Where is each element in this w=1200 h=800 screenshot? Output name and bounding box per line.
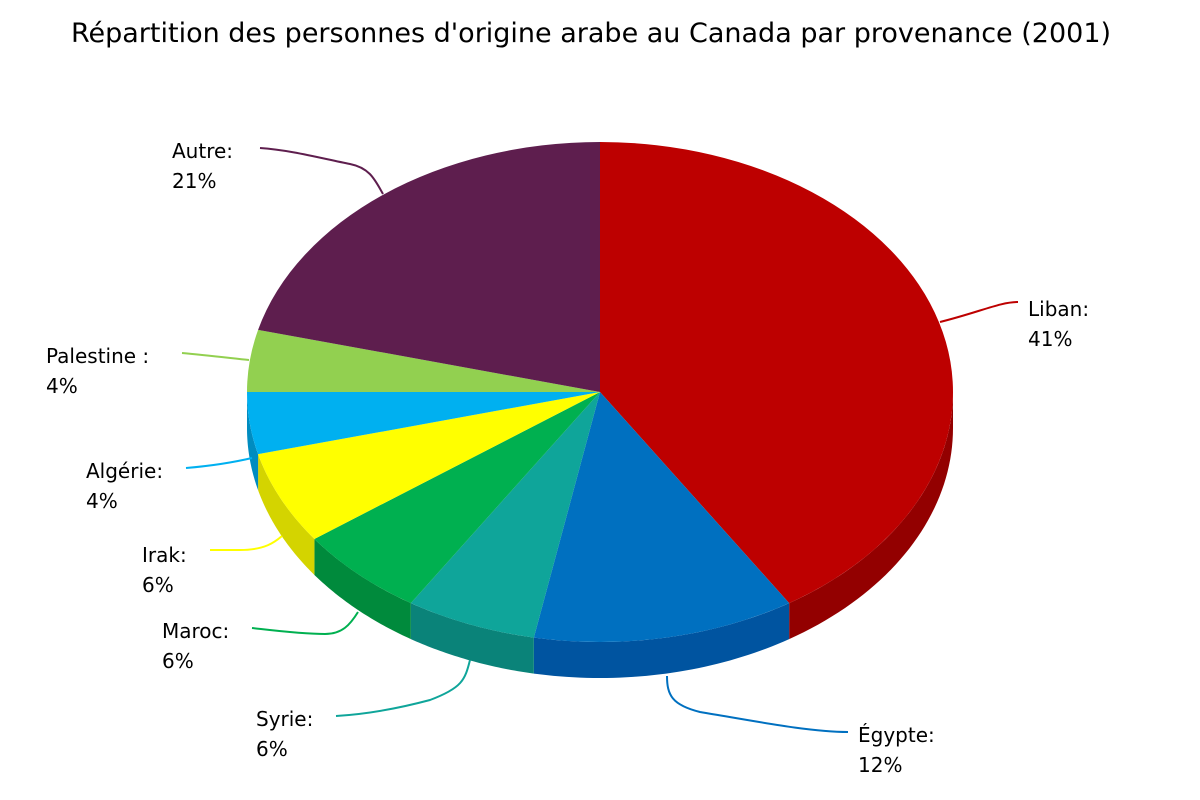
slice-value-palestine: 4%: [46, 374, 78, 398]
pie-side-irak: [258, 454, 315, 575]
pie-slice-palestine: [247, 329, 600, 392]
slice-label-liban: Liban:: [1028, 297, 1089, 321]
pie-side-algerie: [247, 392, 259, 491]
pie-side-egypte: [533, 603, 790, 678]
leader-line-autre: [259, 147, 384, 195]
slice-value-maroc: 6%: [162, 649, 194, 673]
pie-tops: [247, 142, 953, 642]
slice-labels: Liban: 41% Égypte: 12% Syrie: 6% Maroc: 6% Irak:…: [46, 139, 1089, 777]
pie-side-maroc: [314, 538, 411, 640]
pie-slice-liban: [600, 142, 953, 604]
slice-label-syrie: Syrie:: [256, 707, 313, 731]
slice-value-syrie: 6%: [256, 737, 288, 761]
pie-slice-irak: [258, 392, 600, 539]
slice-label-algerie: Algérie:: [86, 459, 163, 483]
pie-side-liban: [789, 392, 953, 640]
leader-line-syrie: [335, 659, 471, 717]
leader-lines: [181, 147, 1019, 733]
pie-side-syrie: [410, 603, 534, 674]
slice-label-palestine: Palestine :: [46, 344, 149, 368]
slice-label-irak: Irak:: [142, 543, 187, 567]
pie-slice-autre: [258, 142, 600, 392]
slice-value-irak: 6%: [142, 573, 174, 597]
leader-line-palestine: [181, 352, 250, 361]
slice-label-autre: Autre:: [172, 139, 233, 163]
leader-line-algerie: [185, 457, 253, 469]
slice-label-egypte: Égypte:: [858, 723, 935, 747]
leader-line-maroc: [251, 611, 359, 636]
slice-value-algerie: 4%: [86, 489, 118, 513]
slice-value-autre: 21%: [172, 169, 216, 193]
leader-line-liban: [939, 301, 1019, 323]
leader-line-irak: [210, 535, 283, 551]
pie-slice-maroc: [314, 392, 600, 604]
pie-slice-egypte: [533, 392, 790, 642]
chart-title: Répartition des personnes d'origine arab…: [71, 18, 1111, 49]
leader-line-egypte: [666, 675, 849, 733]
pie-sides: [247, 392, 953, 678]
slice-value-egypte: 12%: [858, 753, 902, 777]
pie-slice-algerie: [247, 392, 600, 455]
pie-slice-syrie: [410, 392, 600, 638]
slice-label-maroc: Maroc:: [162, 619, 229, 643]
slice-value-liban: 41%: [1028, 327, 1072, 351]
